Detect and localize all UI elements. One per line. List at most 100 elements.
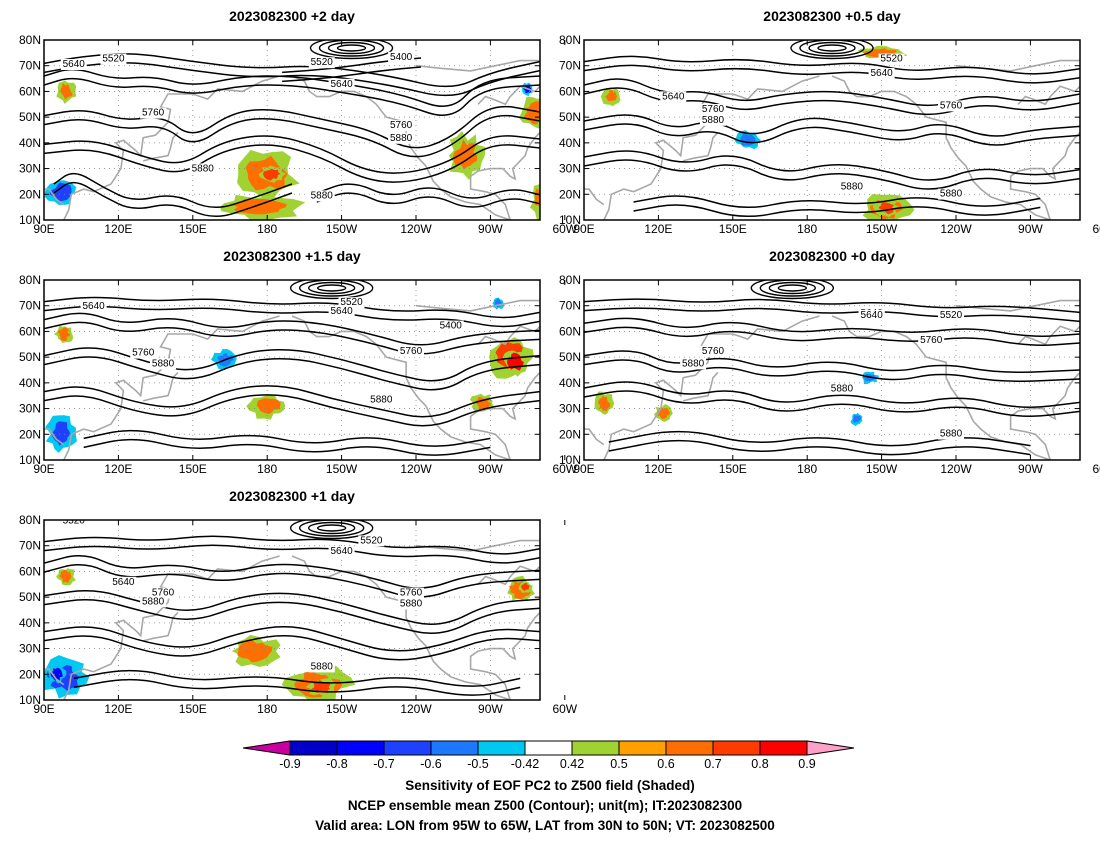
colorbar-label: -0.8 (326, 757, 348, 771)
z500-contour (44, 114, 540, 158)
contour-label-bg (938, 309, 965, 321)
coastline (63, 315, 280, 460)
contour-label-bg (338, 297, 365, 309)
z500-contour (584, 317, 1080, 337)
contour-label-bg (308, 57, 335, 69)
z500-contour (73, 669, 521, 687)
lat-tick-label: 70N (559, 59, 581, 73)
z500-contour (44, 385, 540, 418)
z500-contour (584, 150, 1080, 181)
z500-low-contour (307, 281, 356, 295)
lon-tick-label: 150E (179, 462, 207, 476)
contour-label: 5880 (702, 115, 725, 126)
lon-tick-label: 90E (573, 222, 594, 236)
contour-label: 5520 (360, 535, 383, 546)
contour-label-bg (189, 163, 216, 175)
z500-low-contour (316, 284, 347, 292)
lon-tick-label: 120E (104, 462, 132, 476)
contour-label: 5640 (662, 91, 685, 102)
lat-tick-label: 60N (19, 564, 41, 578)
z500-low-contour (289, 280, 374, 300)
sensitivity-patch (237, 639, 273, 663)
contour-label-bg (150, 587, 177, 599)
z500-low-contour (316, 524, 347, 532)
z500-low-contour (768, 281, 817, 295)
lon-tick-label: 90E (573, 462, 594, 476)
map-frame (583, 279, 1081, 461)
contour-label: 5760 (702, 104, 725, 115)
panel-title: 2023082300 +0 day (769, 248, 895, 264)
z500-contour (608, 430, 1031, 447)
z500-contour (44, 135, 540, 174)
colorbar-label: 0.6 (657, 757, 674, 771)
z500-contour (316, 183, 540, 199)
lat-tick-label: 20N (19, 667, 41, 681)
z500-contour (44, 53, 540, 88)
z500-contour (633, 204, 1041, 218)
coastline (1009, 132, 1080, 220)
z500-low-contour (289, 520, 374, 540)
z500-contour (584, 326, 1080, 346)
coastline (415, 59, 540, 72)
lon-tick-label: 120W (400, 702, 432, 716)
colorbar-label: -0.42 (511, 757, 540, 771)
contour-label-bg (80, 300, 107, 312)
lon-tick-label: 120W (400, 462, 432, 476)
lat-tick-label: 50N (559, 350, 581, 364)
contour-label: 5880 (831, 384, 854, 395)
sensitivity-patch (263, 168, 281, 181)
sensitivity-patch (521, 583, 530, 592)
colorbar-label: 0.5 (610, 757, 627, 771)
panel-title: 2023082300 +1.5 day (223, 248, 361, 264)
contour-label-bg (368, 394, 395, 406)
lat-tick-label: 30N (19, 402, 41, 416)
contour-label-bg (858, 309, 885, 321)
lon-tick-label: 120W (940, 222, 972, 236)
sensitivity-patch (256, 398, 281, 415)
lon-tick-label: 90W (478, 222, 503, 236)
contour-label: 5880 (152, 358, 175, 369)
coastline (291, 315, 511, 460)
contour-label-bg (358, 535, 385, 547)
contour-label-bg (388, 120, 415, 132)
lat-tick-label: 70N (19, 59, 41, 73)
z500-contour (608, 439, 1031, 456)
sensitivity-patch (57, 327, 70, 341)
z500-contour (83, 429, 491, 447)
colorbar-swatch (618, 740, 667, 756)
contour-label: 5760 (940, 100, 963, 111)
z500-contour (44, 356, 540, 391)
map-frame (43, 39, 541, 221)
coastline (415, 539, 540, 552)
lon-tick-label: 150E (179, 702, 207, 716)
z500-low-contour (318, 40, 385, 57)
z500-contour (584, 298, 1080, 314)
lon-tick-label: 120E (644, 462, 672, 476)
lon-tick-label: 90W (478, 462, 503, 476)
z500-contour (53, 172, 293, 209)
colorbar-swatch (383, 740, 432, 756)
sensitivity-patch (310, 679, 331, 694)
contour-label-bg (680, 358, 707, 370)
contour-label-bg (308, 661, 335, 673)
lat-tick-label: 60N (559, 324, 581, 338)
z500-low-contour (799, 40, 865, 57)
contour-label: 5520 (940, 310, 963, 321)
z500-low-contour (759, 280, 826, 297)
contour-label: 5400 (390, 52, 413, 63)
colorbar-swatch (571, 740, 620, 756)
z500-low-contour (790, 40, 874, 60)
z500-low-contour (298, 520, 365, 537)
coastline (44, 428, 65, 446)
coastline (142, 612, 179, 642)
lon-tick-label: 120E (104, 222, 132, 236)
coastline (831, 75, 1051, 220)
lat-tick-label: 80N (19, 33, 41, 47)
map-panel: 5640 552056405760588054005760588020230823… (19, 248, 578, 476)
contour-label-bg (308, 190, 335, 202)
coastline (44, 668, 65, 686)
lat-tick-label: 30N (559, 402, 581, 416)
z500-contour (584, 114, 1080, 137)
